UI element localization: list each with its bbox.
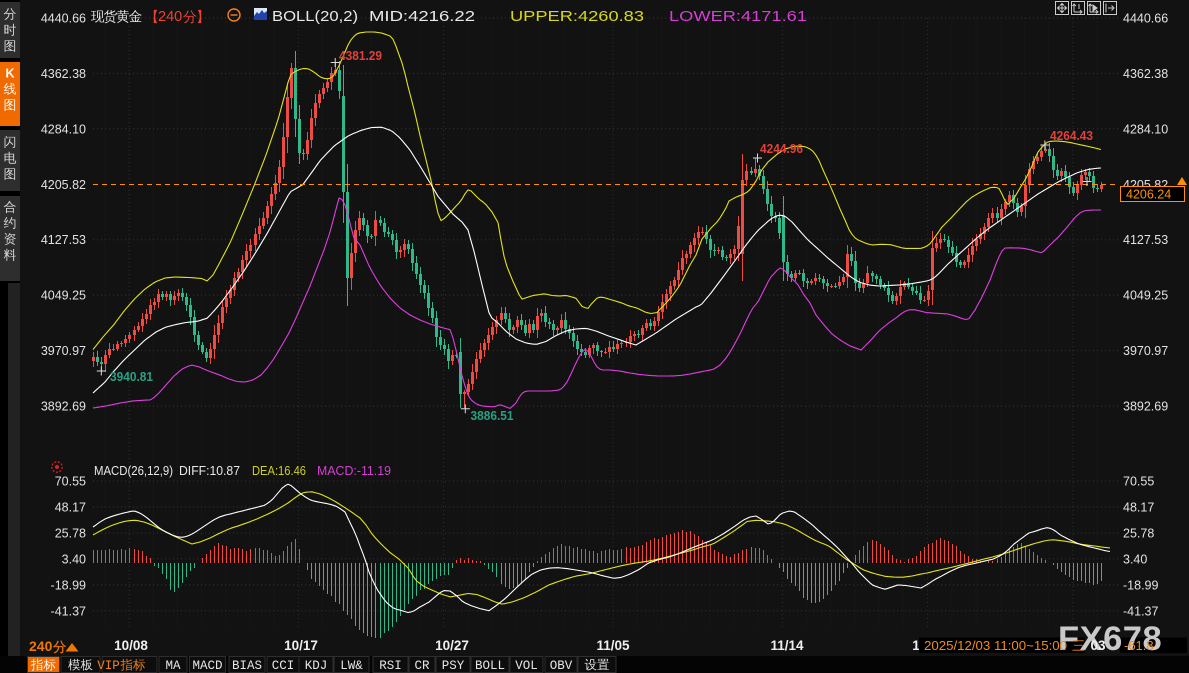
svg-text:BOLL(20,2): BOLL(20,2) [272, 9, 358, 25]
svg-text:3.40: 3.40 [62, 552, 86, 566]
svg-text:3940.81: 3940.81 [110, 369, 153, 384]
svg-text:-41.37: -41.37 [1123, 604, 1158, 618]
svg-text:UPPER:4260.83: UPPER:4260.83 [510, 9, 644, 25]
svg-text:4440.66: 4440.66 [41, 12, 86, 26]
svg-text:4244.96: 4244.96 [760, 141, 803, 156]
svg-text:CR: CR [414, 659, 430, 673]
svg-text:MACD: MACD [192, 659, 222, 673]
svg-text:KDJ: KDJ [305, 659, 328, 673]
svg-text:11/14: 11/14 [770, 638, 804, 653]
svg-text:3.40: 3.40 [1123, 552, 1147, 566]
svg-text:4127.53: 4127.53 [41, 233, 86, 247]
svg-text:PSY: PSY [442, 659, 465, 673]
svg-text:10/17: 10/17 [284, 638, 318, 653]
svg-text:4049.25: 4049.25 [41, 289, 86, 303]
svg-text:CCI: CCI [272, 659, 295, 673]
svg-text:4206.24: 4206.24 [1126, 188, 1171, 202]
svg-text:-18.99: -18.99 [51, 578, 86, 592]
svg-text:03: 03 [1090, 638, 1106, 653]
svg-text:3892.69: 3892.69 [41, 400, 86, 414]
svg-text:2025/12/03 11:00~15:00: 2025/12/03 11:00~15:00 [924, 638, 1067, 653]
svg-text:3970.97: 3970.97 [1123, 344, 1168, 358]
svg-text:3886.51: 3886.51 [471, 408, 514, 423]
svg-text:48.17: 48.17 [55, 501, 86, 515]
svg-text:11/05: 11/05 [596, 638, 630, 653]
svg-text:1: 1 [912, 638, 920, 653]
svg-text:10/08: 10/08 [114, 638, 148, 653]
svg-text:4284.10: 4284.10 [41, 122, 86, 136]
svg-text:3892.69: 3892.69 [1123, 400, 1168, 414]
svg-text:4381.29: 4381.29 [339, 48, 382, 63]
svg-text:LW&: LW& [340, 659, 363, 673]
svg-text:MID:4216.22: MID:4216.22 [369, 9, 475, 25]
svg-text:3970.97: 3970.97 [41, 344, 86, 358]
svg-text:25.78: 25.78 [55, 527, 86, 541]
svg-text:4264.43: 4264.43 [1050, 128, 1093, 143]
svg-text:4362.38: 4362.38 [1123, 67, 1168, 81]
svg-text:4440.66: 4440.66 [1123, 12, 1168, 26]
svg-text:-41.37: -41.37 [51, 604, 86, 618]
svg-text:MACD(26,12,9): MACD(26,12,9) [94, 463, 173, 478]
svg-text:DEA:16.46: DEA:16.46 [252, 463, 306, 478]
svg-text:DIFF:10.87: DIFF:10.87 [179, 463, 240, 478]
svg-text:LOWER:4171.61: LOWER:4171.61 [669, 9, 807, 25]
svg-text:4362.38: 4362.38 [41, 67, 86, 81]
svg-text:RSI: RSI [379, 659, 402, 673]
svg-text:BOLL: BOLL [475, 659, 505, 673]
svg-text:4127.53: 4127.53 [1123, 233, 1168, 247]
svg-text:48.17: 48.17 [1123, 501, 1154, 515]
svg-text:70.55: 70.55 [55, 475, 86, 489]
svg-text:4205.82: 4205.82 [41, 178, 86, 192]
svg-text:VOL: VOL [515, 659, 538, 673]
svg-text:70.55: 70.55 [1123, 475, 1154, 489]
svg-text:MA: MA [165, 659, 181, 673]
svg-text:VIP: VIP [97, 659, 120, 673]
svg-text:240: 240 [158, 9, 182, 25]
svg-text:4284.10: 4284.10 [1123, 122, 1168, 136]
svg-text:10/27: 10/27 [435, 638, 469, 653]
svg-text:240: 240 [29, 638, 53, 654]
svg-text:K: K [5, 67, 14, 81]
svg-text:4049.25: 4049.25 [1123, 289, 1168, 303]
svg-text:MACD:-11.19: MACD:-11.19 [317, 463, 391, 478]
svg-text:OBV: OBV [550, 659, 573, 673]
svg-text:FX678: FX678 [1058, 620, 1162, 658]
svg-text:-61.8: -61.8 [1124, 638, 1154, 653]
svg-text:-18.99: -18.99 [1123, 578, 1158, 592]
svg-text:BIAS: BIAS [232, 659, 262, 673]
svg-text:25.78: 25.78 [1123, 527, 1154, 541]
